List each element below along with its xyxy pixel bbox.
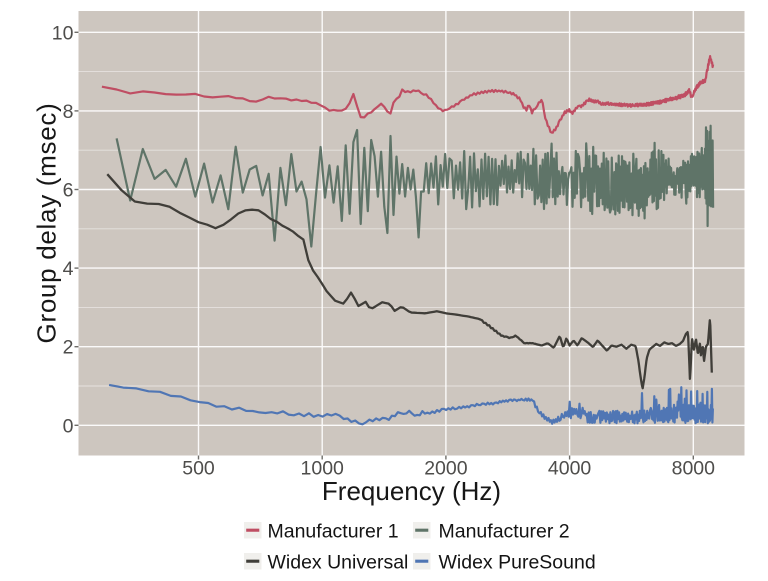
svg-text:10: 10 [52,22,74,44]
svg-text:Manufacturer 1: Manufacturer 1 [268,521,399,543]
svg-text:1000: 1000 [301,458,345,480]
svg-text:500: 500 [182,458,215,480]
svg-text:4000: 4000 [548,458,592,480]
svg-text:4: 4 [63,258,74,280]
svg-text:Frequency (Hz): Frequency (Hz) [322,476,501,506]
svg-text:0: 0 [63,415,74,437]
svg-text:8: 8 [63,101,74,123]
svg-text:2000: 2000 [424,458,468,480]
svg-text:2: 2 [63,337,74,359]
svg-text:Manufacturer 2: Manufacturer 2 [439,521,570,543]
svg-text:8000: 8000 [672,458,716,480]
svg-text:Widex Universal: Widex Universal [268,552,409,574]
svg-text:6: 6 [63,180,74,202]
svg-text:Group delay (msec): Group delay (msec) [32,103,62,344]
svg-text:Widex PureSound: Widex PureSound [439,552,596,574]
